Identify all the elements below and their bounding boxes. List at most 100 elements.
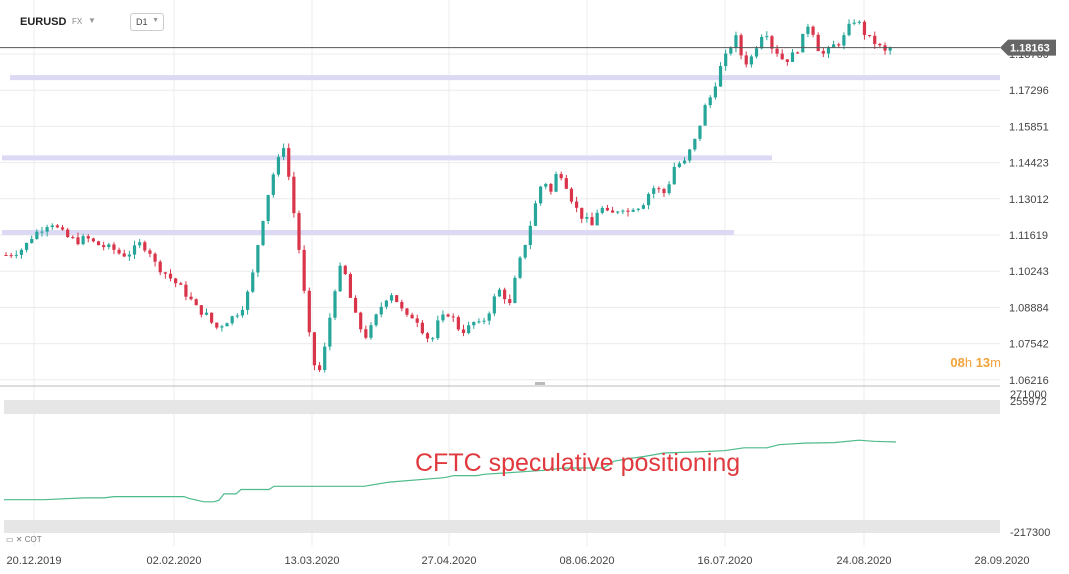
- candle-body: [333, 291, 337, 318]
- candle-body: [271, 174, 275, 195]
- candle-body: [168, 273, 173, 279]
- candle-body: [801, 33, 805, 53]
- candle-body: [878, 43, 882, 46]
- candle-body: [66, 229, 70, 238]
- candle-body: [189, 296, 193, 300]
- cot-tick-label: 255972: [1010, 396, 1047, 408]
- price-tick-label: 1.07542: [1009, 339, 1049, 351]
- cot-close-icon[interactable]: ✕: [15, 535, 23, 544]
- candle-body: [873, 35, 877, 44]
- candle-body: [539, 186, 543, 204]
- candle-body: [621, 210, 625, 212]
- candle-body: [811, 26, 815, 35]
- candles-group: [4, 19, 892, 373]
- cot-tick-label: -217300: [1010, 527, 1050, 539]
- symbol-label[interactable]: EURUSD: [20, 16, 67, 28]
- candle-body: [857, 21, 861, 23]
- price-tick-label: 1.06216: [1009, 375, 1049, 387]
- candle-body: [415, 318, 419, 323]
- candle-body: [569, 188, 574, 202]
- price-tick-label: 1.17296: [1009, 85, 1049, 97]
- timeframe-selector[interactable]: D1 ▼: [130, 13, 164, 31]
- current-price-tag: [1000, 39, 1056, 56]
- candle-body: [708, 97, 712, 106]
- candle-body: [497, 289, 502, 297]
- candle-body: [266, 194, 270, 222]
- price-tick-label: 1.15851: [1009, 121, 1049, 133]
- x-tick-label: 28.09.2020: [974, 555, 1029, 567]
- candle-body: [888, 47, 892, 51]
- candle-body: [456, 317, 460, 330]
- candle-body: [153, 253, 157, 262]
- candle-body: [132, 245, 137, 255]
- candle-body: [734, 35, 738, 48]
- candle-body: [158, 261, 162, 273]
- price-tick-label: 1.10243: [1009, 266, 1049, 278]
- dropdown-caret-icon[interactable]: ▼: [88, 16, 96, 25]
- candle-body: [754, 48, 759, 57]
- candle-body: [225, 323, 229, 327]
- candle-body: [45, 227, 49, 232]
- candle-body: [760, 36, 764, 49]
- candle-body: [744, 55, 748, 65]
- timeframe-label: D1: [136, 17, 148, 27]
- candle-body: [528, 225, 532, 245]
- candle-body: [91, 238, 95, 242]
- candle-body: [446, 314, 450, 317]
- candle-body: [220, 326, 224, 328]
- candle-body: [359, 312, 363, 330]
- candle-body: [796, 52, 800, 54]
- candle-body: [107, 244, 111, 248]
- candle-body: [441, 314, 445, 321]
- candle-body: [533, 203, 538, 226]
- x-tick-label: 16.07.2020: [697, 555, 752, 567]
- candle-body: [832, 44, 836, 48]
- candle-body: [343, 265, 347, 275]
- candle-body: [410, 314, 414, 319]
- candle-body: [616, 211, 620, 213]
- candle-body: [112, 244, 116, 250]
- candle-body: [117, 249, 121, 254]
- candle-body: [323, 346, 327, 371]
- candle-body: [405, 308, 409, 315]
- candle-body: [641, 205, 646, 209]
- candle-body: [574, 201, 579, 208]
- candle-body: [682, 160, 687, 164]
- candle-body: [595, 212, 599, 226]
- candle-body: [580, 207, 584, 219]
- countdown-hours: 08: [950, 355, 965, 370]
- candle-body: [513, 277, 517, 304]
- candle-body: [256, 245, 260, 273]
- indicator-legend: ▭ ✕ COT: [6, 535, 42, 544]
- candle-body: [148, 250, 152, 254]
- candle-body: [194, 299, 198, 306]
- candle-body: [4, 255, 8, 257]
- candle-body: [775, 48, 779, 54]
- candle-body: [631, 209, 635, 212]
- candle-body: [605, 207, 610, 211]
- candle-body: [713, 86, 717, 98]
- cot-upper-band: [4, 400, 1000, 414]
- candle-body: [55, 225, 60, 228]
- cot-collapse-icon[interactable]: ▭: [6, 535, 14, 544]
- candle-body: [374, 314, 378, 326]
- candle-body: [276, 156, 281, 175]
- candle-body: [76, 237, 80, 245]
- candle-body: [86, 236, 90, 239]
- x-tick-label: 24.08.2020: [836, 555, 891, 567]
- candle-body: [487, 313, 491, 321]
- candle-body: [472, 322, 476, 326]
- candle-body: [544, 184, 548, 187]
- candle-body: [251, 272, 255, 292]
- candle-body: [503, 289, 507, 300]
- candle-body: [821, 51, 825, 54]
- candle-body: [729, 47, 733, 54]
- cot-tick-label: 271000: [1010, 389, 1047, 401]
- candle-body: [35, 231, 39, 239]
- candle-body: [312, 332, 317, 366]
- candle-body: [693, 138, 697, 150]
- candle-body: [806, 26, 810, 34]
- candle-body: [328, 317, 332, 347]
- countdown-minutes: 13: [975, 355, 991, 370]
